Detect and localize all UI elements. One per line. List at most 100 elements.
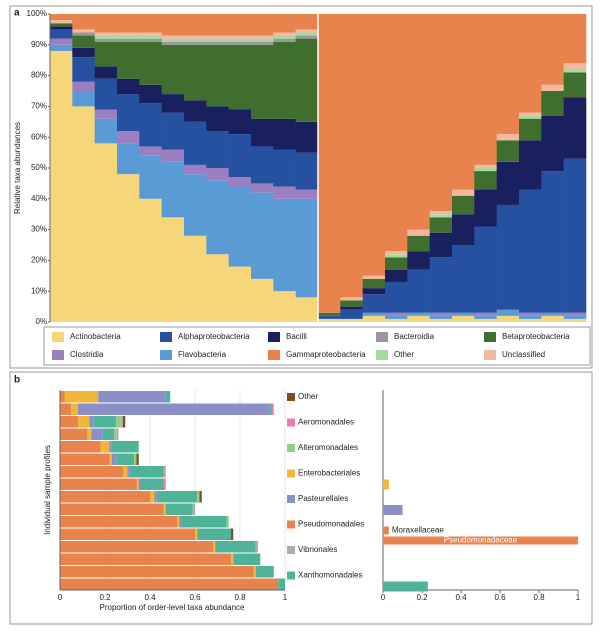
legend-label: Bacteroidia	[394, 332, 435, 341]
legend-swatch	[287, 546, 295, 554]
y-tick-label: 60%	[31, 132, 47, 141]
bar-segment	[161, 217, 185, 322]
bar-segment	[117, 38, 140, 42]
bar-segment	[111, 441, 139, 453]
bar-segment	[407, 14, 430, 230]
bar-segment	[184, 41, 207, 45]
x-tick-label: 0.4	[455, 593, 467, 602]
bar-segment	[206, 131, 229, 168]
x-axis-label: Proportion of order-level taxa abundance	[100, 603, 246, 612]
bar-segment	[60, 528, 195, 540]
bar-segment	[362, 278, 386, 289]
bar-segment	[563, 72, 587, 98]
bar-segment	[50, 20, 73, 24]
bar-segment	[60, 391, 65, 403]
bar-segment	[136, 453, 139, 465]
bar-segment	[139, 146, 162, 156]
bar-segment	[136, 478, 139, 490]
bar-segment	[474, 14, 497, 165]
bar-segment	[385, 318, 408, 322]
bar-segment	[429, 211, 453, 215]
bar-segment	[385, 257, 408, 270]
bar-segment	[231, 528, 234, 540]
bar-segment	[519, 189, 542, 313]
legend-swatch	[160, 332, 172, 342]
bar-segment	[228, 41, 252, 45]
bar-segment	[117, 131, 140, 144]
bar-segment	[496, 315, 520, 322]
bar-segment	[206, 168, 229, 181]
bar-segment	[215, 541, 256, 553]
bar-segment	[273, 38, 296, 42]
bar-segment	[273, 118, 296, 150]
bar-segment	[318, 14, 341, 313]
bar-segment	[156, 491, 198, 503]
bar-segment	[94, 38, 118, 42]
legend-label: Other	[394, 350, 414, 359]
legend-label: Other	[298, 392, 318, 401]
bar-segment	[429, 14, 453, 212]
bar-segment	[50, 23, 73, 27]
bar-segment	[385, 312, 408, 316]
panel-b-frame	[9, 371, 593, 625]
bar-segment	[474, 189, 497, 227]
bar-segment	[295, 152, 319, 190]
bar-segment	[184, 100, 207, 122]
bar-segment	[60, 478, 137, 490]
bar-segment	[50, 26, 73, 30]
bar-segment	[251, 183, 274, 193]
bar-segment	[109, 453, 112, 465]
bar-segment	[60, 491, 150, 503]
bar-segment	[519, 312, 542, 316]
bar-segment	[60, 453, 110, 465]
bar-segment	[295, 35, 319, 39]
bar-segment	[340, 318, 363, 322]
y-tick-label: 70%	[31, 102, 47, 111]
bar-segment	[385, 251, 408, 255]
bar	[383, 505, 403, 515]
y-tick-label: 20%	[31, 256, 47, 265]
bar-segment	[295, 121, 319, 153]
bar-segment	[60, 541, 213, 553]
bar-segment	[295, 29, 319, 33]
bar-segment	[199, 491, 202, 503]
bar	[383, 479, 389, 490]
bar-segment	[251, 118, 274, 147]
bar-segment	[94, 78, 118, 110]
bar-segment	[340, 300, 363, 307]
bar-label: Moraxellaceae	[392, 526, 445, 535]
bar-segment	[139, 32, 162, 36]
bar-segment	[228, 44, 252, 110]
panel-a-frame	[9, 5, 593, 369]
bar-segment	[407, 251, 430, 270]
bar-segment	[452, 214, 475, 245]
bar-segment	[541, 84, 564, 91]
bar-segment	[206, 180, 229, 255]
bar-segment	[109, 441, 112, 453]
bar-segment	[429, 315, 453, 319]
legend-label: Clostridia	[70, 350, 104, 359]
bar-segment	[165, 503, 193, 515]
bar-segment	[161, 161, 185, 218]
bar-segment	[184, 164, 207, 175]
bar-segment	[362, 275, 386, 279]
bar-segment	[139, 41, 162, 85]
bar-segment	[251, 44, 274, 119]
bar-segment	[94, 32, 118, 36]
bar-segment	[177, 516, 180, 528]
bar-segment	[385, 281, 408, 313]
bar-segment	[295, 198, 319, 298]
bar-segment	[251, 41, 274, 45]
x-tick-label: 0	[381, 593, 386, 602]
bar-segment	[273, 32, 296, 36]
legend-swatch	[287, 520, 295, 529]
bar-segment	[184, 174, 207, 236]
bar-segment	[496, 14, 520, 135]
bar-segment	[474, 318, 497, 322]
bar-segment	[50, 38, 73, 45]
bar-segment	[71, 403, 78, 415]
bar-segment	[228, 134, 252, 178]
bar-segment	[255, 541, 258, 553]
bar-segment	[474, 226, 497, 313]
bar-segment	[452, 312, 475, 316]
